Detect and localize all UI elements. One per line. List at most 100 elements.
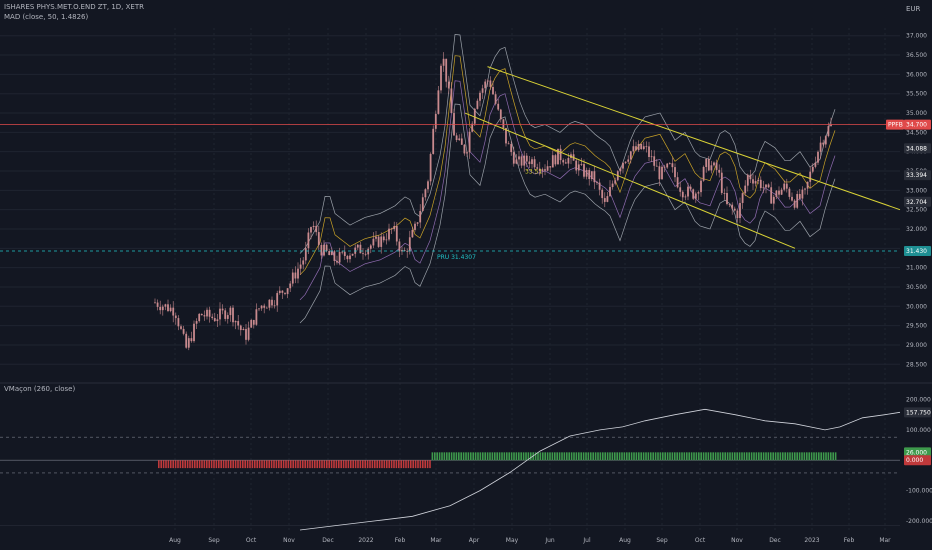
osc-histogram-bar <box>746 452 748 461</box>
candle-body <box>177 318 180 327</box>
candle-body <box>200 313 203 316</box>
oscillator-pane[interactable] <box>0 408 901 531</box>
candle-body <box>562 160 565 163</box>
osc-histogram-bar <box>530 452 532 461</box>
candle-series[interactable] <box>154 52 832 351</box>
candle-body <box>484 81 487 89</box>
osc-histogram-bar <box>700 452 702 461</box>
time-tick-label: Mar <box>430 537 442 544</box>
symbol-title[interactable]: ISHARES PHYS.MET.O.END ZT, 1D, XETR <box>4 3 144 11</box>
osc-histogram-bar <box>290 460 292 469</box>
candle-body <box>648 146 650 158</box>
channel-lower-line <box>464 112 796 249</box>
osc-histogram-bar <box>318 460 321 469</box>
osc-histogram-bar <box>695 452 698 461</box>
osc-histogram-bar <box>352 460 354 469</box>
osc-histogram-bar <box>784 452 786 461</box>
osc-histogram-bar <box>258 460 261 469</box>
candle-body <box>369 245 372 249</box>
osc-histogram-bar <box>714 452 717 461</box>
osc-histogram-bar <box>674 452 676 461</box>
osc-histogram-bar <box>345 460 347 469</box>
osc-histogram-bar <box>774 452 777 461</box>
osc-histogram-bar <box>484 452 486 461</box>
osc-histogram-bar <box>249 460 251 469</box>
indicator-legend[interactable]: MAD (close, 50, 1.4826) <box>4 13 89 21</box>
candle-body <box>219 308 221 320</box>
symbol-tag: PPFB <box>888 122 903 129</box>
candle-body <box>806 181 809 189</box>
osc-histogram-bar <box>568 452 570 461</box>
osc-histogram-bar <box>671 452 674 461</box>
osc-histogram-bar <box>357 460 359 469</box>
osc-histogram-bar <box>429 460 431 469</box>
osc-histogram-bar <box>278 460 280 469</box>
osc-histogram-bar <box>650 452 652 461</box>
candle-body <box>239 325 242 331</box>
pru-annotation: PRU 31.4307 <box>437 254 476 261</box>
osc-histogram-bar <box>244 460 246 469</box>
time-tick-label: Apr <box>469 537 480 544</box>
candle-body <box>336 260 338 263</box>
candle-body <box>564 162 567 164</box>
time-tick-label: Feb <box>844 537 855 544</box>
candle-body <box>198 313 201 322</box>
candle-body <box>416 222 419 224</box>
candle-body <box>195 321 198 324</box>
candle-body <box>723 192 726 194</box>
osc-tag-bg <box>904 407 931 418</box>
osc-histogram-bar <box>381 460 383 469</box>
osc-histogram-bar <box>398 460 400 469</box>
osc-histogram-bar <box>573 452 575 461</box>
time-axis[interactable]: Aug Sep Oct Nov Dec 2022 Feb Mar Apr May Jun Jul Aug… <box>169 537 891 544</box>
candle-body <box>713 162 715 166</box>
osc-histogram-bar <box>206 460 208 469</box>
candle-body <box>694 193 697 199</box>
time-tick-label: Mar <box>879 537 891 544</box>
osc-histogram-bar <box>654 452 657 461</box>
osc-histogram-bar <box>578 452 580 461</box>
osc-histogram-bar <box>323 460 326 469</box>
osc-histogram-bar <box>777 452 779 461</box>
osc-histogram-bar <box>354 460 357 469</box>
osc-histogram-bar <box>184 460 186 469</box>
candle-body <box>783 183 786 190</box>
osc-histogram-bar <box>179 460 182 469</box>
candle-body <box>788 188 791 197</box>
osc-histogram-bar <box>350 460 352 469</box>
candle-body <box>385 239 388 241</box>
osc-histogram-bar <box>551 452 554 461</box>
osc-histogram-bar <box>419 460 422 469</box>
osc-histogram-bar <box>477 452 479 461</box>
osc-histogram-bar <box>522 452 525 461</box>
candle-body <box>406 250 409 252</box>
price-axis[interactable]: 37.000 36.500 36.000 35.500 35.000 34.500 34.0… <box>906 33 932 525</box>
price-tick-label: 35.000 <box>906 110 927 117</box>
osc-histogram-bar <box>638 452 640 461</box>
candle-body <box>429 153 432 182</box>
candle-body <box>255 309 258 325</box>
candle-body <box>403 250 406 251</box>
candle-body <box>759 179 762 189</box>
osc-histogram-bar <box>491 452 494 461</box>
candle-body <box>193 323 195 342</box>
osc-histogram-bar <box>304 460 306 469</box>
candle-body <box>767 184 770 188</box>
oscillator-legend[interactable]: VMaçon (260, close) <box>4 385 76 393</box>
osc-histogram-bar <box>362 460 364 469</box>
osc-histogram-bar <box>326 460 328 469</box>
osc-histogram-bar <box>801 452 803 461</box>
candle-body <box>156 302 159 307</box>
osc-histogram-bar <box>494 452 496 461</box>
candle-body <box>333 251 336 261</box>
candle-body <box>323 244 325 256</box>
osc-histogram-bar <box>338 460 340 469</box>
candle-body <box>702 166 705 181</box>
candle-body <box>637 143 640 151</box>
candle-body <box>307 232 310 249</box>
candle-body <box>525 155 528 162</box>
osc-histogram-bar <box>830 452 832 461</box>
osc-histogram-bar <box>609 452 611 461</box>
osc-histogram-bar <box>796 452 798 461</box>
